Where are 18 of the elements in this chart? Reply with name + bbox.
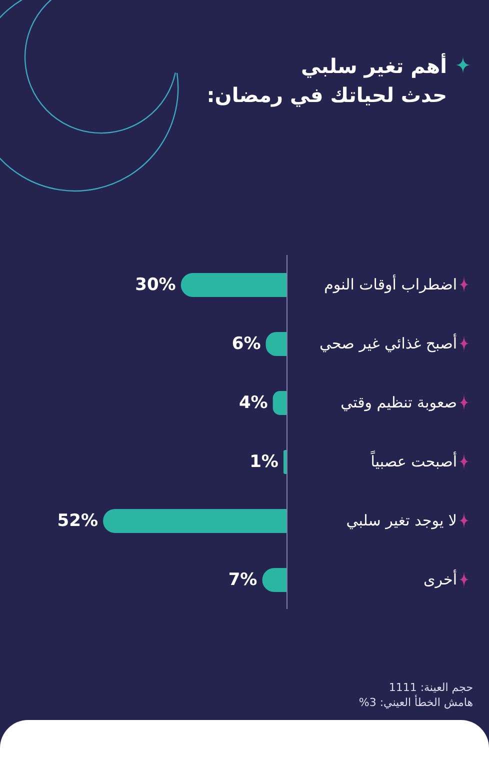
y-tick-label: أصبحت عصبياً <box>370 450 457 470</box>
text: حجم العينة: 1111 <box>388 680 473 694</box>
y-tick-label: صعوبة تنظيم وقتي <box>340 394 457 412</box>
y-tick-label: لا يوجد تغير سلبي <box>346 512 457 530</box>
data-label: 1% <box>250 452 278 472</box>
bar <box>103 509 287 533</box>
data-label: 7% <box>228 570 258 590</box>
data-label: 30% <box>135 275 176 295</box>
data-label: 6% <box>232 334 261 354</box>
y-tick-label: اضطراب أوقات النوم <box>324 274 457 294</box>
y-tick-label: أصبح غذائي غير صحي <box>319 334 457 352</box>
chart-title: أهم تغير سلبي حدث لحياتك في رمضان: <box>206 52 447 109</box>
data-label: 52% <box>57 511 98 531</box>
data-label: 4% <box>238 393 268 413</box>
text: هامش الخطأ العيني: 3% <box>358 695 473 710</box>
bar <box>180 273 287 297</box>
bar <box>272 391 287 415</box>
y-tick-label: أخرى <box>424 570 457 588</box>
